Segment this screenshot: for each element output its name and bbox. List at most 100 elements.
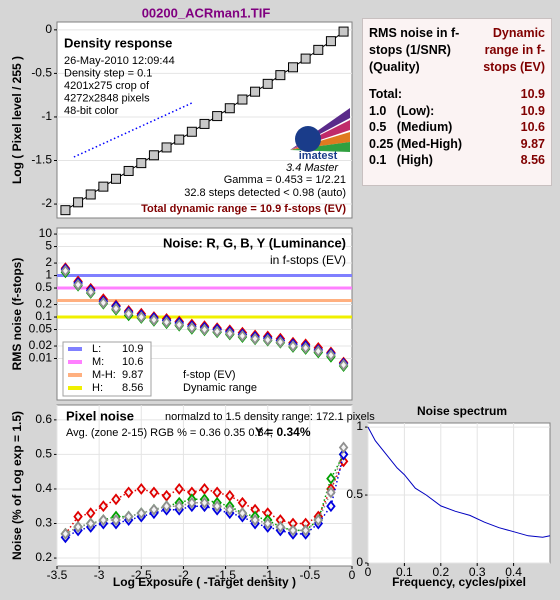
y-tick-label: 2 xyxy=(45,255,52,269)
diamond-marker xyxy=(326,349,336,362)
x-tick-label: -0.5 xyxy=(300,568,321,582)
diamond-marker xyxy=(212,325,222,338)
chart-subtitle: in f-stops (EV) xyxy=(270,253,346,267)
y-tick-label: 0.5 xyxy=(346,487,363,501)
legend-value: 10.6 xyxy=(122,356,143,368)
diamond-marker xyxy=(313,514,324,526)
diamond-marker xyxy=(60,264,71,277)
row-value: 10.6 xyxy=(520,120,545,134)
y-tick-label: 0.3 xyxy=(35,516,52,530)
x-tick-label: 0.4 xyxy=(505,565,522,579)
square-marker xyxy=(338,26,349,37)
chart-title: Noise: R, G, B, Y (Luminance) xyxy=(163,235,346,250)
diamond-marker xyxy=(250,514,260,526)
y-tick-label: 0.2 xyxy=(35,550,52,564)
diamond-marker xyxy=(98,500,109,513)
diamond-marker xyxy=(326,500,336,513)
info-line: 4272x2848 pixels xyxy=(64,92,150,104)
diamond-marker xyxy=(73,521,83,533)
y-tick-label: 0.02 xyxy=(29,338,53,352)
diamond-marker xyxy=(275,521,286,533)
x-tick-label: -1 xyxy=(262,568,273,582)
diamond-marker xyxy=(161,500,172,513)
diamond-marker xyxy=(123,307,134,320)
row-label: 0.1 (High) xyxy=(369,153,433,167)
y-tick-label: 0.4 xyxy=(35,481,52,495)
row-value: 10.9 xyxy=(520,103,545,118)
y-tick-label: 0.01 xyxy=(29,351,53,365)
diamond-marker xyxy=(111,302,121,315)
diamond-marker xyxy=(98,296,109,309)
x-tick-label: 0 xyxy=(365,565,372,579)
square-marker xyxy=(161,142,172,153)
y-tick-label: 0 xyxy=(45,22,52,36)
diamond-marker xyxy=(149,503,159,516)
legend-label: M-H: xyxy=(92,369,116,381)
series-line xyxy=(367,426,551,538)
x-tick-label: -3.5 xyxy=(47,568,68,582)
y-tick-label: -1.5 xyxy=(31,153,52,167)
diamond-marker xyxy=(300,524,311,537)
diamond-marker xyxy=(174,500,184,513)
square-marker xyxy=(136,158,147,169)
square-marker xyxy=(300,53,311,64)
diamond-marker xyxy=(262,334,273,346)
square-marker xyxy=(60,205,71,216)
diamond-marker xyxy=(288,524,298,537)
chart-subtitle: normalzd to 1.5 density range: 172.1 pix… xyxy=(165,411,375,423)
x-tick-label: -2 xyxy=(178,568,189,582)
y-tick-label: 0.1 xyxy=(35,309,52,323)
y-tick-label: 10 xyxy=(39,226,53,240)
diamond-marker xyxy=(187,496,197,509)
square-marker xyxy=(325,36,336,47)
diamond-marker xyxy=(111,514,121,526)
diamond-marker xyxy=(313,345,324,358)
square-marker xyxy=(275,70,286,81)
square-marker xyxy=(73,197,84,208)
info-line: 26-May-2010 12:09:44 xyxy=(64,55,175,67)
diamond-marker xyxy=(262,517,273,530)
square-marker xyxy=(237,94,248,105)
table-row: 0.1 (High) 8.56 xyxy=(369,152,545,169)
diamond-marker xyxy=(199,496,210,509)
version: 3.4 Master xyxy=(286,162,339,174)
diamond-marker xyxy=(326,472,336,485)
table-header: RMS noise in f-stops (1/SNR) (Quality) D… xyxy=(369,25,545,76)
x-tick-label: 0.2 xyxy=(432,565,449,579)
luminance-note: Y = 0.34% xyxy=(255,425,311,439)
square-marker xyxy=(288,62,298,73)
logo-shape xyxy=(295,126,321,152)
diamond-marker xyxy=(187,321,197,334)
diamond-marker xyxy=(73,278,83,291)
diamond-marker xyxy=(161,316,172,329)
y-tick-label: 0.05 xyxy=(29,322,53,336)
square-marker xyxy=(313,44,324,55)
diamond-marker xyxy=(212,500,222,513)
info-line: 48-bit color xyxy=(64,105,119,117)
square-marker xyxy=(212,111,223,122)
average-note: Avg. (zone 2-15) RGB % = 0.36 0.35 0.34; xyxy=(66,427,273,439)
diamond-marker xyxy=(199,323,210,336)
y-tick-label: -0.5 xyxy=(31,66,52,80)
x-tick-label: -3 xyxy=(94,568,105,582)
row-label: 1.0 (Low): xyxy=(369,103,435,118)
diamond-marker xyxy=(85,286,96,298)
summary-table: RMS noise in f-stops (1/SNR) (Quality) D… xyxy=(362,18,552,186)
diamond-marker xyxy=(300,341,311,354)
row-label: Total: xyxy=(369,87,403,101)
diamond-marker xyxy=(225,503,235,516)
x-tick-label: 0.3 xyxy=(469,565,486,579)
y-tick-label: 0.5 xyxy=(35,280,52,294)
legend-label: L: xyxy=(92,343,101,355)
row-value: 9.87 xyxy=(520,136,545,151)
dynamic-range-note: Total dynamic range = 10.9 f-stops (EV) xyxy=(141,203,346,215)
legend-note: f-stop (EV) xyxy=(183,369,236,381)
x-tick-label: 0 xyxy=(349,568,356,582)
row-label: 0.5 (Medium) xyxy=(369,120,453,134)
legend-label: M: xyxy=(92,356,104,368)
y-tick-label: 1 xyxy=(356,419,363,433)
square-marker xyxy=(199,118,210,129)
steps-note: 32.8 steps detected < 0.98 (auto) xyxy=(184,187,346,199)
